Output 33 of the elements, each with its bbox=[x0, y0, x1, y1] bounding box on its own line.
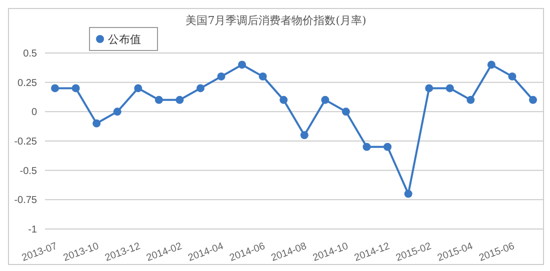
point bbox=[321, 96, 330, 104]
point bbox=[51, 84, 59, 92]
legend-label: 公布值 bbox=[108, 34, 141, 46]
point bbox=[508, 72, 516, 80]
point bbox=[113, 108, 122, 116]
point bbox=[217, 72, 226, 80]
point bbox=[258, 72, 267, 80]
y-tick-label: 0 bbox=[31, 107, 38, 118]
y-tick-label: -0.25 bbox=[14, 136, 38, 148]
chart-title: 美国7月季调后消费者物价指数(月率) bbox=[184, 13, 368, 28]
y-tick-label: 0.25 bbox=[18, 78, 38, 89]
y-tick-label: 0.5 bbox=[23, 48, 38, 60]
point bbox=[280, 96, 288, 104]
point bbox=[466, 96, 475, 104]
point bbox=[487, 60, 496, 69]
point bbox=[425, 84, 434, 92]
point bbox=[404, 190, 412, 198]
y-tick-label: -0.5 bbox=[20, 166, 38, 177]
point bbox=[238, 60, 246, 69]
point bbox=[300, 131, 308, 140]
point bbox=[342, 108, 350, 116]
point bbox=[176, 96, 184, 104]
point bbox=[154, 96, 163, 104]
point bbox=[362, 142, 371, 151]
point bbox=[446, 84, 454, 92]
point bbox=[134, 84, 142, 92]
point bbox=[196, 84, 204, 92]
y-tick-label: -1 bbox=[28, 224, 38, 236]
point bbox=[529, 96, 537, 104]
point bbox=[384, 142, 392, 151]
point bbox=[72, 84, 80, 92]
y-tick-label: -0.75 bbox=[14, 195, 38, 206]
point bbox=[92, 119, 101, 128]
